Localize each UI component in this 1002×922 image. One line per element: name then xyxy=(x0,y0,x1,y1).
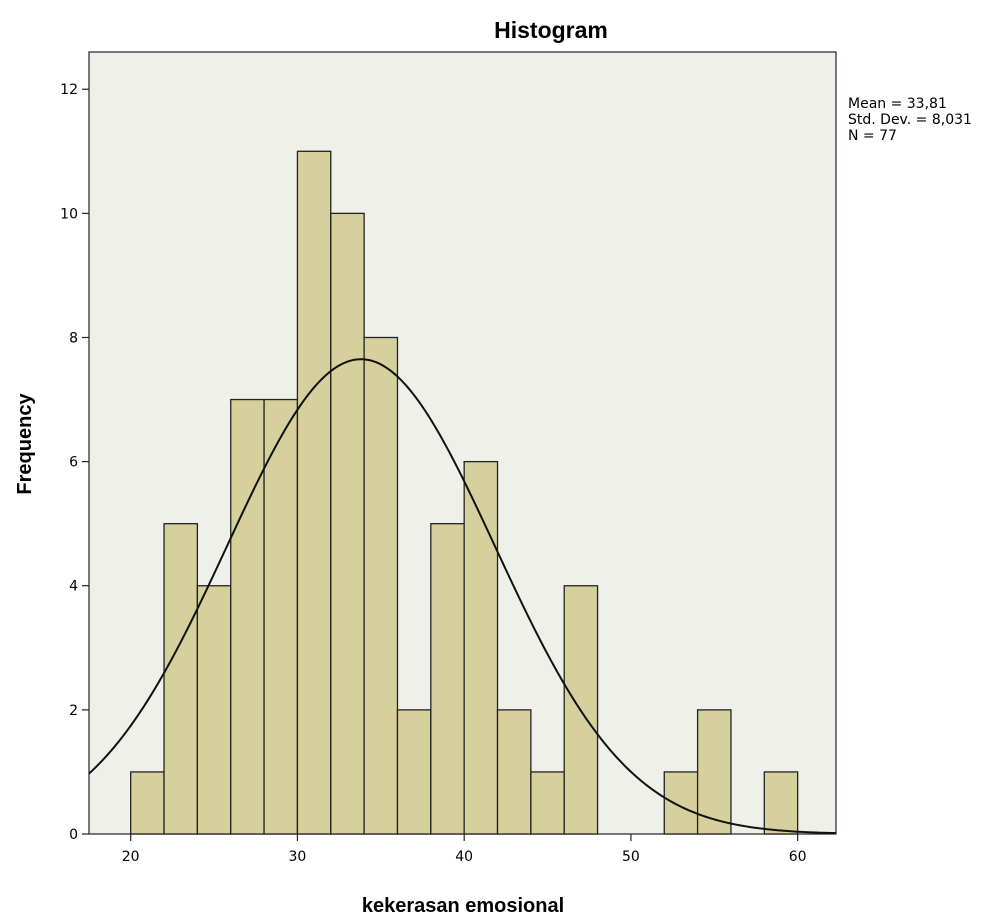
x-tick-label: 50 xyxy=(622,849,640,865)
chart-title: Histogram xyxy=(494,17,608,43)
histogram-bar xyxy=(663,771,699,835)
histogram-bar xyxy=(396,709,432,835)
histogram-bar xyxy=(463,460,499,835)
histogram-bar xyxy=(696,709,732,835)
x-tick-label: 20 xyxy=(122,849,140,865)
histogram-bar xyxy=(563,585,599,835)
x-tick-label: 40 xyxy=(455,849,473,865)
histogram-bar xyxy=(296,150,332,835)
y-tick-label: 12 xyxy=(60,82,78,98)
y-tick-label: 6 xyxy=(69,455,78,471)
histogram-bar xyxy=(263,398,299,835)
y-tick-label: 2 xyxy=(69,703,78,719)
stats-line: Std. Dev. = 8,031 xyxy=(848,112,972,128)
y-tick-label: 8 xyxy=(69,330,78,346)
histogram-bar xyxy=(763,771,799,835)
histogram-bar xyxy=(330,212,365,835)
y-tick-label: 0 xyxy=(69,827,78,843)
histogram-bar xyxy=(363,336,399,835)
histogram-bar xyxy=(163,523,199,835)
histogram-bar xyxy=(496,709,532,835)
y-tick-label: 10 xyxy=(60,206,78,222)
y-axis: 0 2 4 6 8 10 12 xyxy=(60,82,89,843)
x-tick-label: 60 xyxy=(789,849,807,865)
histogram-bar xyxy=(196,585,232,835)
x-axis-title: kekerasan emosional xyxy=(362,895,564,917)
histogram-bars xyxy=(130,150,799,835)
histogram-bar xyxy=(530,771,565,835)
x-tick-label: 30 xyxy=(289,849,307,865)
stats-line: Mean = 33,81 xyxy=(848,96,947,112)
y-tick-label: 4 xyxy=(69,579,78,595)
histogram-bar xyxy=(230,398,265,835)
x-axis: 20 30 40 50 60 xyxy=(122,834,807,865)
normal-curve xyxy=(88,358,837,835)
stats-line: N = 77 xyxy=(848,128,897,144)
histogram-bar xyxy=(430,523,465,835)
histogram-bar xyxy=(130,771,165,835)
y-axis-title: Frequency xyxy=(14,393,36,495)
